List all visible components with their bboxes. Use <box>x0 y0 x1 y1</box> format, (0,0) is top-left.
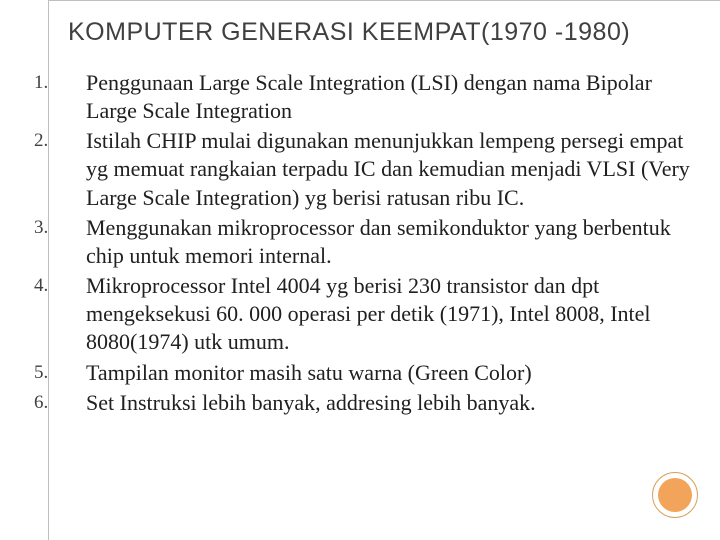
slide: KOMPUTER GENERASI KEEMPAT(1970 -1980) 1.… <box>0 0 720 540</box>
decorative-left-line <box>48 0 49 540</box>
content-area: 1. Penggunaan Large Scale Integration (L… <box>28 69 692 417</box>
list-number: 1. <box>28 69 86 125</box>
list-number: 5. <box>28 359 86 387</box>
list-text: Istilah CHIP mulai digunakan menunjukkan… <box>86 127 692 211</box>
decorative-circle-icon <box>652 472 698 518</box>
list-item: 4. Mikroprocessor Intel 4004 yg berisi 2… <box>28 272 692 356</box>
list-text: Penggunaan Large Scale Integration (LSI)… <box>86 69 692 125</box>
list-number: 3. <box>28 214 86 270</box>
list-text: Mikroprocessor Intel 4004 yg berisi 230 … <box>86 272 692 356</box>
list-item: 1. Penggunaan Large Scale Integration (L… <box>28 69 692 125</box>
list-item: 2. Istilah CHIP mulai digunakan menunjuk… <box>28 127 692 211</box>
list-text: Tampilan monitor masih satu warna (Green… <box>86 359 692 387</box>
list-item: 5. Tampilan monitor masih satu warna (Gr… <box>28 359 692 387</box>
slide-title: KOMPUTER GENERASI KEEMPAT(1970 -1980) <box>68 18 692 47</box>
decorative-top-line <box>48 0 720 1</box>
list-item: 6. Set Instruksi lebih banyak, addresing… <box>28 389 692 417</box>
list-text: Set Instruksi lebih banyak, addresing le… <box>86 389 692 417</box>
list-text: Menggunakan mikroprocessor dan semikondu… <box>86 214 692 270</box>
list-number: 2. <box>28 127 86 211</box>
list-item: 3. Menggunakan mikroprocessor dan semiko… <box>28 214 692 270</box>
circle-inner-fill <box>658 478 692 512</box>
numbered-list: 1. Penggunaan Large Scale Integration (L… <box>28 69 692 417</box>
list-number: 6. <box>28 389 86 417</box>
list-number: 4. <box>28 272 86 356</box>
